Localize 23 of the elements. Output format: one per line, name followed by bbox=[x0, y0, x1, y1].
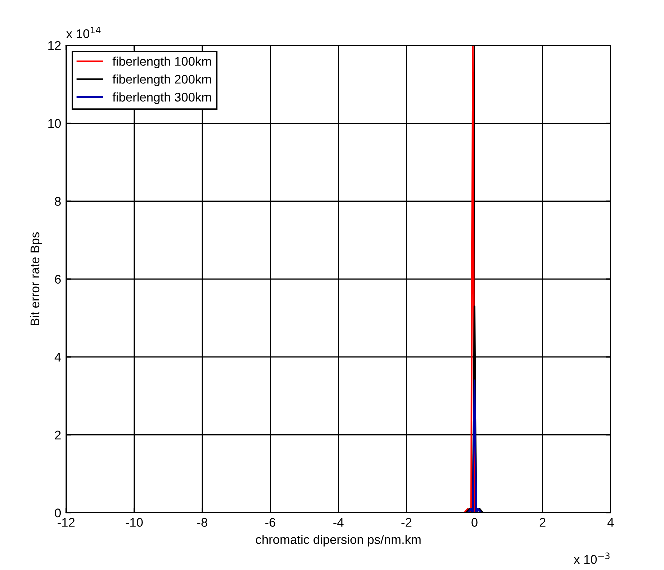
x-tick-label: -6 bbox=[266, 518, 276, 528]
y-axis-title: Bit error rate Bps bbox=[30, 232, 42, 326]
x-tick-label: -12 bbox=[58, 518, 75, 527]
legend-label: fiberlength 100km bbox=[112, 56, 212, 68]
x-tick-label: 0 bbox=[472, 518, 478, 528]
x-tick-label: 2 bbox=[540, 518, 546, 527]
y-tick-label: 2 bbox=[55, 430, 61, 440]
x-tick-label: -10 bbox=[126, 518, 144, 528]
x-tick-label: -2 bbox=[402, 518, 412, 527]
y-tick-label: 0 bbox=[55, 508, 62, 518]
x-tick-label: -8 bbox=[198, 518, 208, 528]
x-tick-label: -4 bbox=[334, 518, 344, 527]
x-tick-label: 4 bbox=[608, 518, 614, 527]
text: x 10$^{14}$ bbox=[66, 27, 101, 38]
y-tick-label: 10 bbox=[48, 119, 62, 128]
y-tick-label: 8 bbox=[55, 197, 61, 206]
text: x 10$^{−3}$ bbox=[574, 552, 610, 564]
y-tick-label: 4 bbox=[54, 353, 62, 362]
legend-label: fiberlength 200km bbox=[112, 74, 212, 86]
x-axis-title: chromatic dipersion ps/nm.km bbox=[256, 535, 421, 547]
y-tick-label: 6 bbox=[55, 275, 61, 284]
y-tick-label: 12 bbox=[48, 41, 61, 50]
legend-label: fiberlength 300km bbox=[112, 92, 212, 104]
